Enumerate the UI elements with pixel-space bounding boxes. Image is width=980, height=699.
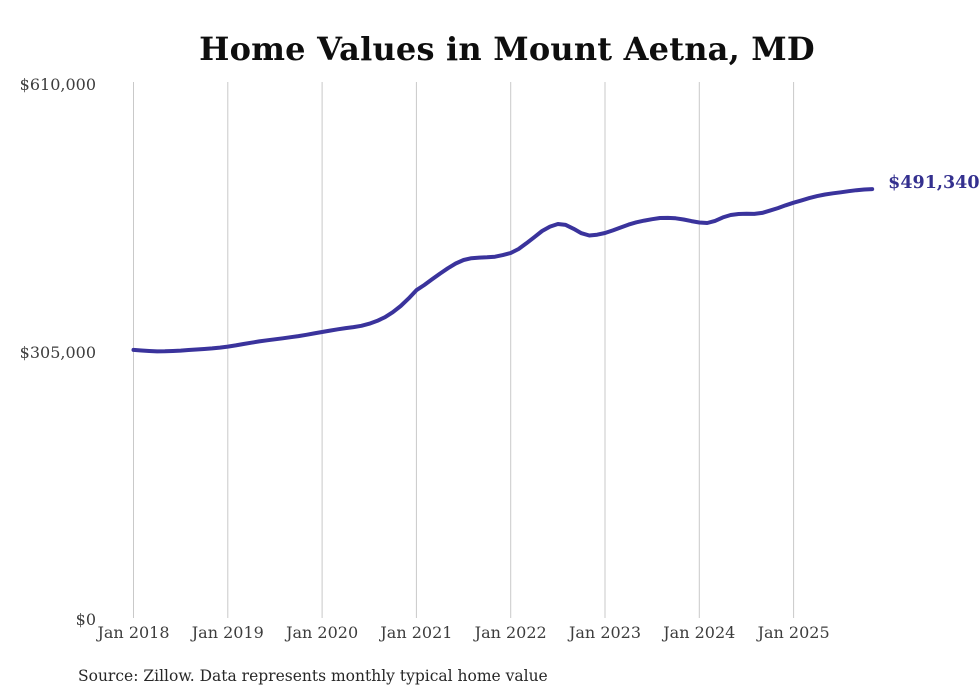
y-tick-label: $305,000 bbox=[19, 342, 96, 362]
x-tick-label: Jan 2023 bbox=[568, 623, 642, 642]
chart-title: Home Values in Mount Aetna, MD bbox=[199, 30, 815, 68]
latest-value-label: $491,340 bbox=[888, 173, 980, 194]
x-tick-label: Jan 2021 bbox=[380, 623, 453, 642]
x-tick-label: Jan 2019 bbox=[191, 623, 264, 642]
y-tick-label: $610,000 bbox=[19, 75, 96, 95]
x-tick-label: Jan 2022 bbox=[474, 623, 547, 642]
home-value-line bbox=[131, 187, 875, 354]
y-tick-label: $0 bbox=[75, 610, 96, 630]
source-note: Source: Zillow. Data represents monthly … bbox=[78, 667, 548, 685]
x-tick-label: Jan 2020 bbox=[286, 623, 359, 642]
x-tick-label: Jan 2025 bbox=[757, 623, 830, 642]
x-tick-label: Jan 2018 bbox=[97, 623, 170, 642]
x-tick-label: Jan 2024 bbox=[663, 623, 736, 642]
